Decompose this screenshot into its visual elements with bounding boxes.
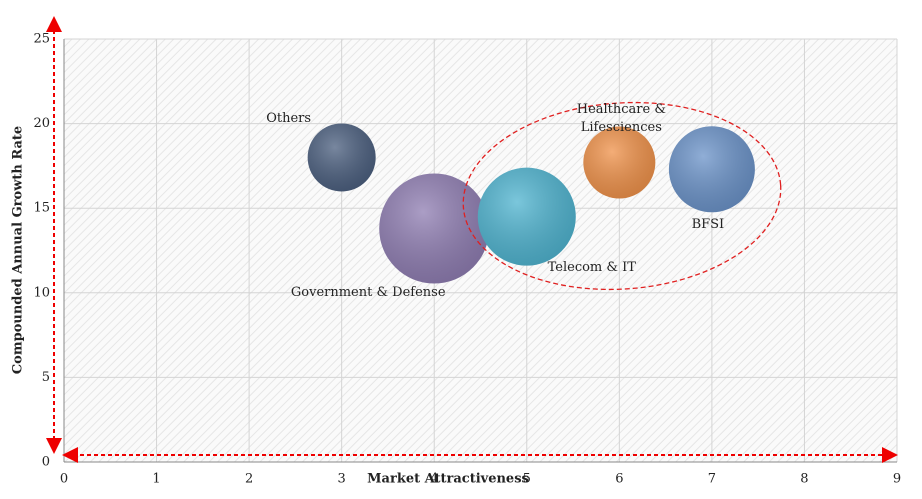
bubble-label: Healthcare & Lifesciences (576, 101, 666, 135)
y-tick-label: 0 (42, 455, 50, 470)
bubble-shade (477, 167, 576, 266)
bubble-label: Telecom & IT (547, 259, 636, 275)
bubble-shade (583, 126, 656, 199)
x-tick-label: 6 (615, 472, 623, 487)
y-tick-label: 10 (33, 285, 50, 300)
bubble-label: Others (266, 111, 312, 127)
y-tick-label: 25 (33, 32, 50, 47)
y-axis-title: Compounded Annual Growth Rate (11, 126, 26, 374)
x-tick-label: 5 (523, 472, 531, 487)
y-tick-label: 15 (33, 201, 50, 216)
x-tick-label: 0 (60, 472, 68, 487)
highlight-ellipse (462, 101, 782, 291)
y-tick-label: 20 (33, 116, 50, 131)
x-tick-label: 4 (430, 472, 438, 487)
bubble-shade (307, 123, 376, 192)
x-tick-label: 1 (152, 472, 160, 487)
x-tick-label: 8 (800, 472, 808, 487)
x-tick-label: 7 (708, 472, 716, 487)
bubble-label: BFSI (691, 217, 725, 233)
bubble-shade (668, 126, 755, 213)
x-tick-label: 2 (245, 472, 253, 487)
x-axis-title: Market Attractiveness (367, 472, 529, 487)
y-tick-label: 5 (42, 370, 50, 385)
x-tick-label: 3 (338, 472, 346, 487)
bubble-label: Government & Defense (290, 284, 446, 300)
x-tick-label: 9 (893, 472, 901, 487)
bubble-shade (379, 173, 490, 284)
